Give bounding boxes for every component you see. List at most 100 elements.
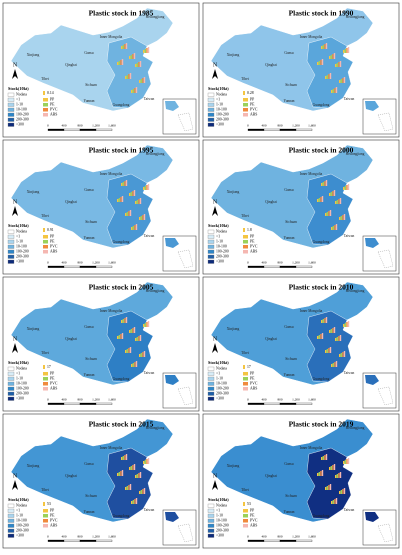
polymer-swatch [243, 509, 248, 513]
panel-title: Plastic stock in 1990 [289, 9, 354, 18]
legend-label: 1-10 [16, 240, 23, 244]
legend-swatch [207, 381, 215, 386]
polymer-bar [334, 499, 336, 504]
place-label: Xinjiang [27, 190, 40, 194]
legend-label: <1 [16, 235, 20, 239]
place-label: Xinjiang [27, 53, 40, 57]
polymer-swatch [43, 382, 48, 386]
polymer-swatch [243, 98, 248, 102]
polymer-bar [328, 211, 330, 216]
inset-map [165, 238, 179, 248]
polymer-bar [130, 55, 132, 59]
polymer-bar [330, 466, 332, 470]
polymer-bar [339, 472, 342, 478]
legend-swatch [207, 122, 215, 127]
scale-label: 400 [261, 397, 266, 401]
polymer-label: PP [50, 509, 54, 513]
polymer-bar [147, 184, 150, 190]
place-label: Sichuan [285, 494, 297, 498]
polymer-bar [335, 338, 337, 341]
polymer-bar [332, 363, 334, 367]
polymer-bar [340, 79, 342, 83]
polymer-bar [117, 62, 119, 65]
polymer-swatch [243, 113, 248, 117]
polymer-label: PVC [50, 519, 58, 523]
polymer-bar [329, 347, 332, 353]
polymer-bar [325, 43, 328, 49]
scale-label: 1,200 [92, 397, 100, 402]
place-label: Taiwan [344, 97, 355, 101]
polymer-bar [117, 336, 119, 339]
polymer-bar [329, 467, 331, 470]
place-label: Tibet [241, 77, 248, 81]
polymer-bar [134, 362, 136, 367]
legend-swatch [207, 97, 215, 102]
legend-label: <1 [16, 509, 20, 513]
legend-swatch [207, 528, 215, 533]
polymer-bar [133, 53, 136, 59]
legend-label: 10-100 [216, 519, 227, 523]
legend-label: 10-100 [16, 108, 27, 112]
legend-swatch [207, 92, 215, 97]
polymer-bar [340, 353, 342, 357]
polymer-bar [147, 458, 150, 464]
polymer-bar [328, 485, 330, 490]
polymer-bar [125, 317, 128, 323]
polymer-bar [122, 319, 124, 323]
place-label: Tibet [41, 488, 48, 492]
legend-label: 100-200 [16, 524, 29, 528]
polymer-bar [124, 318, 126, 323]
place-label: Sichuan [285, 220, 297, 224]
polymer-bar [325, 487, 327, 490]
legend-swatch [7, 513, 15, 518]
polymer-bar [125, 487, 127, 490]
inset-map [365, 512, 379, 522]
polymer-bar [136, 337, 138, 341]
polymer-bar [344, 460, 346, 464]
scale-label: 400 [61, 397, 66, 401]
polymer-bar [342, 352, 344, 357]
polymer-bar [125, 43, 128, 49]
scale-label: 1,600 [108, 397, 116, 402]
polymer-bar [318, 61, 320, 65]
polymer-bar [332, 465, 334, 470]
value-bar [243, 365, 245, 369]
polymer-bar [144, 323, 146, 327]
scale-segment [279, 265, 297, 268]
legend-label: Nodata [16, 230, 27, 234]
polymer-bar [131, 90, 133, 93]
polymer-bar [125, 76, 127, 79]
scale-label: 1,200 [292, 534, 300, 539]
polymer-bar [324, 44, 326, 49]
polymer-bar [132, 54, 134, 59]
place-label: Yunnan [84, 99, 95, 103]
legend-label: Nodata [216, 504, 227, 508]
legend-value: 0.28 [247, 91, 254, 95]
legend-label: Nodata [216, 367, 227, 371]
legend-title: Stock(10kt) [8, 497, 29, 502]
scale-segment [279, 128, 297, 131]
polymer-bar [143, 461, 145, 464]
value-bar [243, 228, 245, 232]
scale-label: 1,600 [108, 260, 116, 265]
legend-value: 53 [247, 502, 251, 506]
polymer-bar [322, 45, 324, 49]
polymer-swatch [243, 250, 248, 254]
polymer-label: PE [50, 103, 55, 107]
polymer-bar [333, 53, 336, 59]
place-label: Guangdong [313, 514, 330, 518]
place-label: Guangdong [113, 240, 130, 244]
polymer-bar [333, 327, 336, 333]
place-label: Heilongjiang [346, 15, 365, 19]
scale-segment [247, 128, 265, 131]
polymer-label: ABS [50, 250, 57, 254]
polymer-bar [318, 335, 320, 339]
legend-swatch [207, 259, 215, 264]
legend-title: Stock(10kt) [8, 223, 29, 228]
place-label: Inner Mongolia [300, 35, 323, 39]
place-label: Gansu [84, 188, 93, 192]
legend-swatch [207, 513, 215, 518]
polymer-bar [135, 475, 137, 478]
legend-label: Nodata [16, 504, 27, 508]
scale-segment [63, 539, 81, 542]
